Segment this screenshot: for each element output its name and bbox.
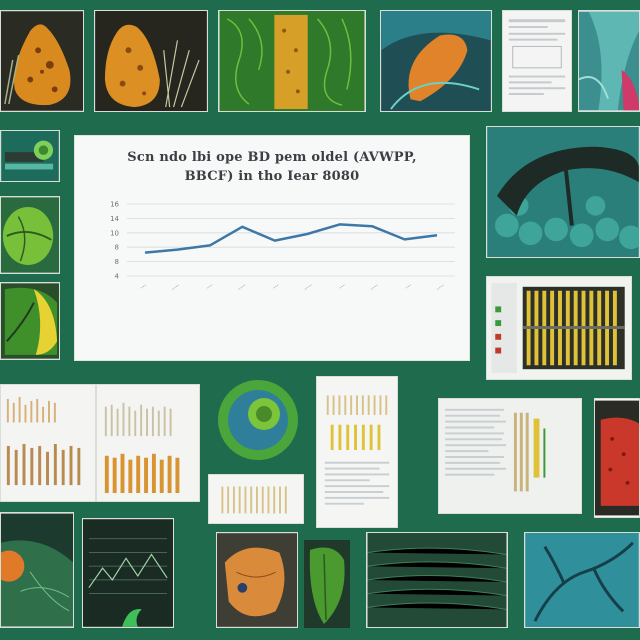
series-line [144, 223, 438, 254]
orange-leaf-icon [217, 533, 297, 627]
thumb-green-cells[interactable] [218, 10, 366, 112]
green-cells-icon [219, 11, 365, 111]
thumb-yellow-doc-small[interactable] [208, 474, 304, 524]
x-tick-label: ---- [170, 282, 181, 293]
chart-title-line-2: BBCF) in tho Iear 8080 [184, 169, 360, 184]
thumb-sheet-bars-2[interactable] [96, 384, 200, 502]
x-tick-label: --- [205, 282, 214, 291]
thumb-green-circle-2[interactable] [212, 376, 304, 472]
bar-chart-icon [97, 385, 199, 501]
y-tick-label: 16 [110, 201, 119, 209]
thumb-sheet-bars-1[interactable] [0, 384, 96, 502]
thumb-teal-orange[interactable] [380, 10, 492, 112]
x-tick-label: --- [404, 282, 413, 291]
x-tick-label: --- [271, 282, 280, 291]
x-tick-label: ---- [369, 282, 380, 293]
green-circle-icon [1, 197, 59, 273]
document-icon [503, 11, 571, 111]
dark-plot-icon [1, 513, 73, 627]
texture-icon [367, 533, 507, 627]
thumb-text-doc[interactable] [438, 398, 582, 514]
bar-chart-icon [1, 385, 95, 501]
thumb-green-circle-1[interactable] [0, 196, 60, 274]
thumb-green-yellow[interactable] [0, 282, 60, 360]
green-circle-icon [212, 376, 304, 472]
orange-leaf-icon [1, 11, 83, 111]
thumb-green-small[interactable] [304, 540, 350, 628]
main-line-chart: Scn ndo lbi ope BD pem oldel (AVWPP, BBC… [74, 135, 470, 361]
green-yellow-leaf-icon [1, 283, 59, 359]
thumb-orange-leaf-1[interactable] [0, 10, 84, 112]
x-tick-label: ---- [303, 282, 314, 293]
thumb-teal-plant[interactable] [578, 10, 640, 112]
bar-chart-icon [209, 475, 303, 523]
teal-arch-icon [487, 127, 639, 257]
thumb-orange-bottom[interactable] [216, 532, 298, 628]
y-tick-label: 8 [115, 258, 119, 266]
thumb-green-texture[interactable] [366, 532, 508, 628]
teal-plant-icon [579, 11, 639, 111]
y-tick-label: 10 [110, 229, 119, 237]
thumb-orange-leaf-2[interactable] [94, 10, 208, 112]
teal-branches-icon [525, 533, 639, 627]
y-tick-label: 8 [115, 244, 119, 252]
thumb-yellow-doc[interactable] [316, 376, 398, 528]
y-tick-label: 4 [115, 273, 120, 281]
document-icon [439, 399, 581, 513]
red-leaf-icon [595, 400, 639, 516]
thumb-dark-plot-2[interactable] [82, 518, 174, 628]
orange-leaf-icon [95, 11, 207, 111]
teal-leaf-icon [381, 11, 491, 111]
x-tick-label: ---- [435, 282, 446, 293]
cross-section-icon [1, 131, 59, 181]
x-tick-label: ---- [236, 282, 247, 293]
thumb-red-leaf[interactable] [594, 398, 640, 518]
thumb-dark-plot-1[interactable] [0, 512, 74, 628]
green-leaf-icon [304, 540, 350, 628]
y-tick-label: 14 [110, 215, 119, 223]
thumb-document-1[interactable] [502, 10, 572, 112]
thumb-yellow-bars[interactable] [486, 276, 632, 380]
thumb-teal-branches[interactable] [524, 532, 640, 628]
thumb-cross-section[interactable] [0, 130, 60, 182]
dark-plot-icon [83, 519, 173, 627]
bar-chart-icon [487, 277, 631, 379]
document-icon [317, 377, 397, 527]
thumb-teal-arch[interactable] [486, 126, 640, 258]
x-tick-label: --- [337, 282, 346, 291]
x-tick-label: --- [139, 282, 148, 291]
chart-title-line-1: Scn ndo lbi ope BD pem oldel (AVWPP, [127, 150, 417, 165]
